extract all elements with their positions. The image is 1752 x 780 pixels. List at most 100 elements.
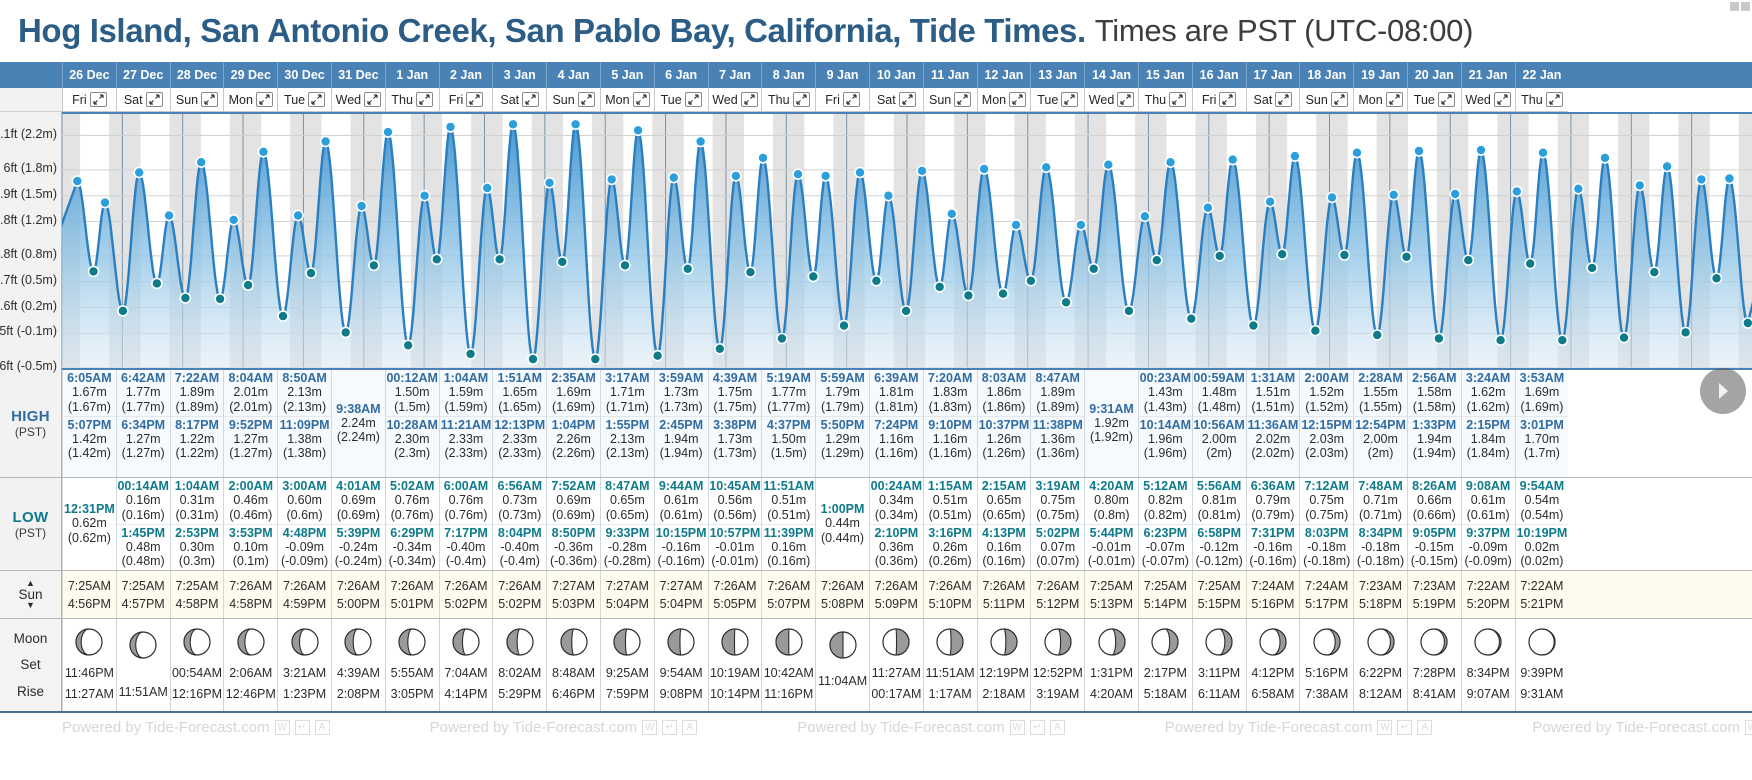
sunrise-time: 7:25AM — [1089, 578, 1134, 593]
date-header-cell[interactable]: 15 Jan — [1137, 62, 1192, 88]
date-header-cell[interactable]: 8 Jan — [761, 62, 815, 88]
tide-entry: 5:02PM 0.07m (0.07m) — [1031, 523, 1085, 571]
expand-day-icon[interactable] — [954, 92, 972, 107]
date-header-cell[interactable]: 16 Jan — [1191, 62, 1246, 88]
date-header-cell[interactable]: 31 Dec — [330, 62, 385, 88]
expand-day-icon[interactable] — [632, 92, 650, 107]
expand-day-icon[interactable] — [89, 92, 107, 107]
dow-header-cell: Sat — [1245, 88, 1300, 112]
expand-day-icon[interactable] — [1275, 92, 1293, 107]
tide-height-primary: 0.10m — [233, 540, 269, 554]
moonset-time: 1:31PM — [1089, 665, 1134, 680]
date-header-cell[interactable]: 27 Dec — [115, 62, 170, 88]
tide-time: 9:37PM — [1466, 525, 1510, 540]
expand-day-icon[interactable] — [1545, 92, 1563, 107]
date-header-cell[interactable]: 20 Jan — [1406, 62, 1461, 88]
moon-phase-icon — [1043, 627, 1073, 660]
expand-day-icon[interactable] — [1493, 92, 1511, 107]
date-header-cell[interactable]: 12 Jan — [976, 62, 1031, 88]
moon-phase-icon — [1150, 627, 1180, 660]
date-header-cell[interactable]: 6 Jan — [653, 62, 708, 88]
moon-cell: 3:11PM 6:11AM — [1191, 619, 1246, 711]
low-tide-point — [713, 343, 726, 355]
expand-day-icon[interactable] — [1219, 92, 1237, 107]
expand-day-icon[interactable] — [792, 92, 810, 107]
dow-header-cell: Fri — [1191, 88, 1246, 112]
scroll-next-button[interactable] — [1700, 368, 1746, 414]
expand-day-icon[interactable] — [145, 92, 163, 107]
low-tide-point — [681, 263, 694, 275]
tide-time: 4:48PM — [282, 525, 327, 540]
expand-day-icon[interactable] — [201, 92, 219, 107]
expand-day-icon[interactable] — [466, 92, 484, 107]
low-tide-point — [277, 310, 289, 322]
tide-spacer — [1085, 370, 1138, 401]
expand-day-icon[interactable] — [364, 92, 382, 107]
moon-phase-icon — [881, 627, 911, 660]
dow-label: Mon — [981, 92, 1007, 107]
high-tide-cell: 2:35AM 1.69m (1.69m) 1:04PM 2.26m (2.26m) — [546, 370, 600, 477]
high-tide-point — [1661, 160, 1673, 173]
tide-height-primary: 0.61m — [663, 493, 699, 508]
date-header-cell[interactable]: 2 Jan — [438, 62, 493, 88]
tide-height-metric: (0.8m) — [1093, 507, 1130, 522]
date-header-cell[interactable]: 11 Jan — [922, 62, 977, 88]
date-header-cell[interactable]: 1 Jan — [384, 62, 439, 88]
tide-entry: 6:23PM -0.07m (-0.07m) — [1138, 523, 1192, 571]
expand-day-icon[interactable] — [740, 92, 758, 107]
expand-day-icon[interactable] — [577, 92, 595, 107]
expand-day-icon[interactable] — [308, 92, 326, 107]
high-tide-point — [418, 189, 431, 202]
corner-nav-indicator[interactable] — [1730, 2, 1750, 11]
low-tide-cell: 00:24AM 0.34m (0.34m) 2:10PM 0.36m (0.36m) — [868, 478, 923, 570]
low-tide-point — [1213, 250, 1226, 262]
date-header-cell[interactable]: 9 Jan — [815, 62, 869, 88]
dow-label: Tue — [284, 92, 306, 107]
page-title: Hog Island, San Antonio Creek, San Pablo… — [18, 12, 1086, 49]
expand-day-icon[interactable] — [842, 92, 860, 107]
date-header-cell[interactable]: 22 Jan — [1514, 62, 1569, 88]
date-header-cell[interactable]: 17 Jan — [1245, 62, 1300, 88]
date-header-cell[interactable]: 14 Jan — [1084, 62, 1138, 88]
sunrise-time: 7:25AM — [1143, 578, 1187, 593]
expand-day-icon[interactable] — [415, 92, 433, 107]
date-header-cell[interactable]: 26 Dec — [62, 62, 116, 88]
expand-day-icon[interactable] — [1169, 92, 1187, 107]
tide-height-primary: 0.26m — [932, 540, 968, 554]
expand-day-icon[interactable] — [684, 92, 702, 107]
expand-day-icon[interactable] — [522, 92, 540, 107]
moonset-time: 9:25AM — [605, 665, 649, 680]
date-header-cell[interactable]: 10 Jan — [868, 62, 923, 88]
sunrise-time: 7:24AM — [1251, 578, 1295, 593]
date-header-cell[interactable]: 28 Dec — [169, 62, 224, 88]
date-header-cell[interactable]: 19 Jan — [1353, 62, 1407, 88]
high-tide-cell: 1:31AM 1.51m (1.51m) 11:36AM 2.02m (2.02m) — [1245, 370, 1300, 477]
date-header-cell[interactable]: 13 Jan — [1030, 62, 1084, 88]
date-header-cell[interactable]: 4 Jan — [546, 62, 600, 88]
expand-day-icon[interactable] — [1437, 92, 1455, 107]
tide-height-metric: (1.26m) — [982, 446, 1026, 461]
expand-day-icon[interactable] — [1061, 92, 1079, 107]
tide-height-metric: (-0.4m) — [499, 554, 540, 569]
expand-day-icon[interactable] — [1009, 92, 1027, 107]
expand-day-icon[interactable] — [1385, 92, 1403, 107]
tide-time: 1:04AM — [443, 371, 489, 385]
expand-day-icon[interactable] — [1330, 92, 1348, 107]
sunrise-time: 7:23AM — [1358, 578, 1403, 593]
tide-time: 5:19AM — [766, 371, 811, 385]
date-header-cell[interactable]: 5 Jan — [599, 62, 654, 88]
tide-height-metric: (0.34m) — [874, 507, 918, 522]
sunrise-time: 7:22AM — [1520, 578, 1564, 593]
date-header-cell[interactable]: 7 Jan — [707, 62, 762, 88]
tide-chart-plot[interactable] — [62, 112, 1752, 370]
date-header-cell[interactable]: 18 Jan — [1299, 62, 1353, 88]
expand-day-icon[interactable] — [255, 92, 273, 107]
low-tide-row: LOW (PST) 12:31PM 0.62m (0.62m) 00:14AM 0.16… — [0, 478, 1752, 571]
date-header-cell[interactable]: 29 Dec — [223, 62, 277, 88]
date-header-cell[interactable]: 30 Dec — [277, 62, 331, 88]
date-header-cell[interactable]: 21 Jan — [1460, 62, 1515, 88]
expand-day-icon[interactable] — [898, 92, 916, 107]
tide-time: 10:19PM — [1516, 525, 1568, 540]
expand-day-icon[interactable] — [1117, 92, 1135, 107]
date-header-cell[interactable]: 3 Jan — [492, 62, 546, 88]
